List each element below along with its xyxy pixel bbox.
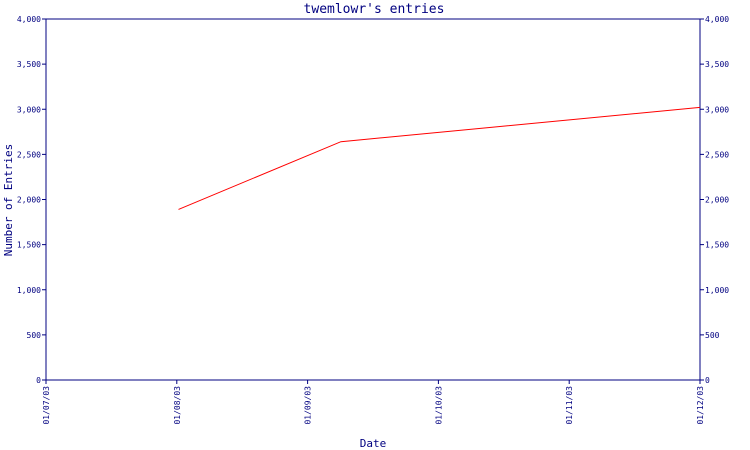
y-tick-label-right: 2,000 [705, 196, 729, 205]
y-tick-label-left: 1,000 [17, 286, 41, 295]
y-tick-label-left: 2,500 [17, 150, 41, 159]
y-tick-label-left: 500 [27, 331, 42, 340]
y-axis-label: Number of Entries [2, 144, 15, 257]
y-tick-label-right: 500 [705, 331, 720, 340]
plot-frame [45, 18, 701, 381]
x-tick-label: 01/09/03 [304, 386, 313, 425]
y-tick-label-right: 4,000 [705, 15, 729, 24]
series-line [178, 106, 701, 210]
y-tick-label-left: 2,000 [17, 196, 41, 205]
y-tick-label-left: 0 [36, 376, 41, 385]
y-tick-label-right: 0 [705, 376, 710, 385]
y-axis-left: 0 500 1,000 1,500 2,000 2,500 3,000 3,500 4,000 [17, 15, 46, 385]
y-tick-label-right: 3,000 [705, 105, 729, 114]
x-tick-label: 01/12/03 [696, 386, 705, 425]
y-tick-label-right: 1,500 [705, 241, 729, 250]
y-tick-label-right: 1,000 [705, 286, 729, 295]
chart-title: twemlowr's entries [304, 2, 445, 17]
x-tick-label: 01/11/03 [565, 386, 574, 425]
y-axis-right: 0 500 1,000 1,500 2,000 2,500 3,000 3,500 4,000 [700, 15, 729, 385]
y-tick-label-left: 4,000 [17, 15, 41, 24]
x-tick-label: 01/08/03 [173, 386, 182, 425]
x-axis: 01/07/03 01/08/03 01/09/03 01/10/03 01/11/03… [42, 380, 705, 425]
y-tick-label-left: 1,500 [17, 241, 41, 250]
y-tick-label-left: 3,000 [17, 105, 41, 114]
y-tick-label-right: 2,500 [705, 150, 729, 159]
y-tick-label-right: 3,500 [705, 60, 729, 69]
x-tick-label: 01/10/03 [434, 386, 443, 425]
y-tick-label-left: 3,500 [17, 60, 41, 69]
x-axis-label: Date [360, 437, 387, 450]
x-tick-label: 01/07/03 [42, 386, 51, 425]
series-layer [178, 106, 701, 210]
